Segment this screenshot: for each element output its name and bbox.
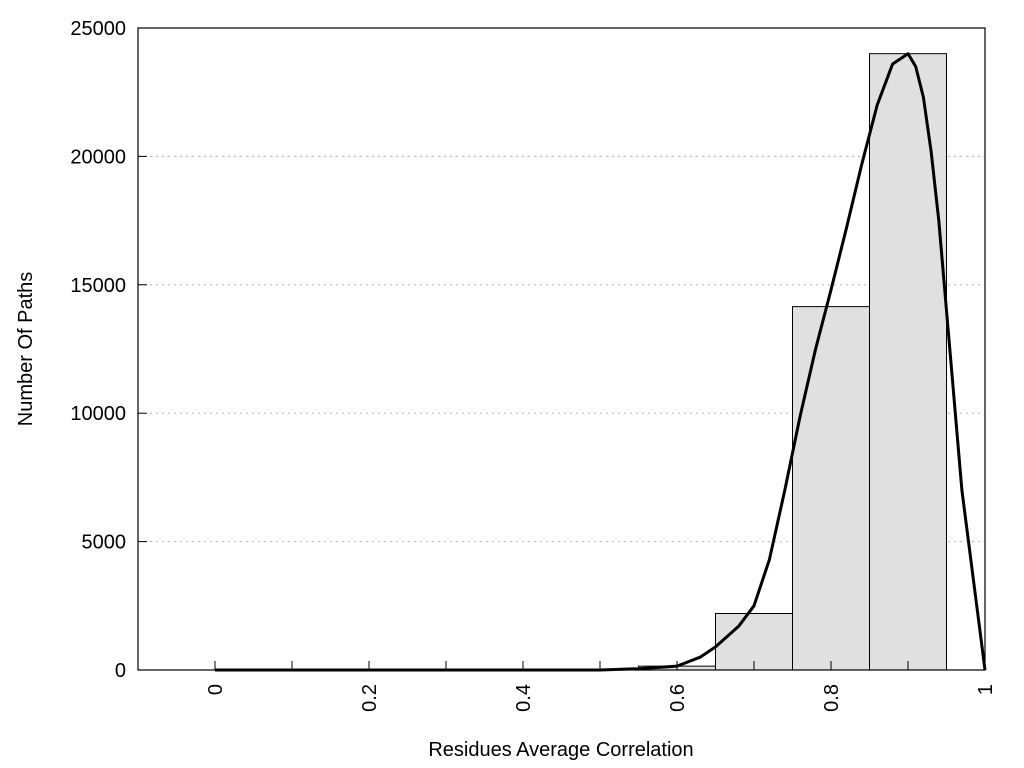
x-tick-label: 0.8 bbox=[821, 684, 843, 712]
x-tick-label: 0.2 bbox=[359, 684, 381, 712]
x-tick-label: 0.4 bbox=[513, 684, 535, 712]
y-tick-label: 15000 bbox=[70, 275, 126, 297]
x-axis-title: Residues Average Correlation bbox=[428, 739, 693, 761]
x-axis-ticks: 0 0.2 0.4 0.6 0.8 1 bbox=[205, 661, 997, 712]
y-axis-title: Number Of Paths bbox=[15, 272, 37, 427]
y-tick-label: 0 bbox=[115, 660, 126, 682]
x-tick-label: 1 bbox=[975, 684, 997, 695]
y-axis-ticks: 0 5000 10000 15000 20000 25000 bbox=[70, 18, 147, 682]
y-tick-label: 20000 bbox=[70, 146, 126, 168]
histogram-bar bbox=[792, 306, 870, 671]
histogram-bar bbox=[869, 53, 947, 671]
y-tick-label: 25000 bbox=[70, 18, 126, 40]
x-tick-label: 0 bbox=[205, 684, 227, 695]
plot-frame bbox=[137, 27, 986, 671]
histogram-bar bbox=[715, 613, 793, 671]
histogram-bars bbox=[561, 53, 947, 671]
y-tick-label: 10000 bbox=[70, 403, 126, 425]
y-tick-label: 5000 bbox=[82, 532, 127, 554]
x-tick-label: 0.6 bbox=[667, 684, 689, 712]
